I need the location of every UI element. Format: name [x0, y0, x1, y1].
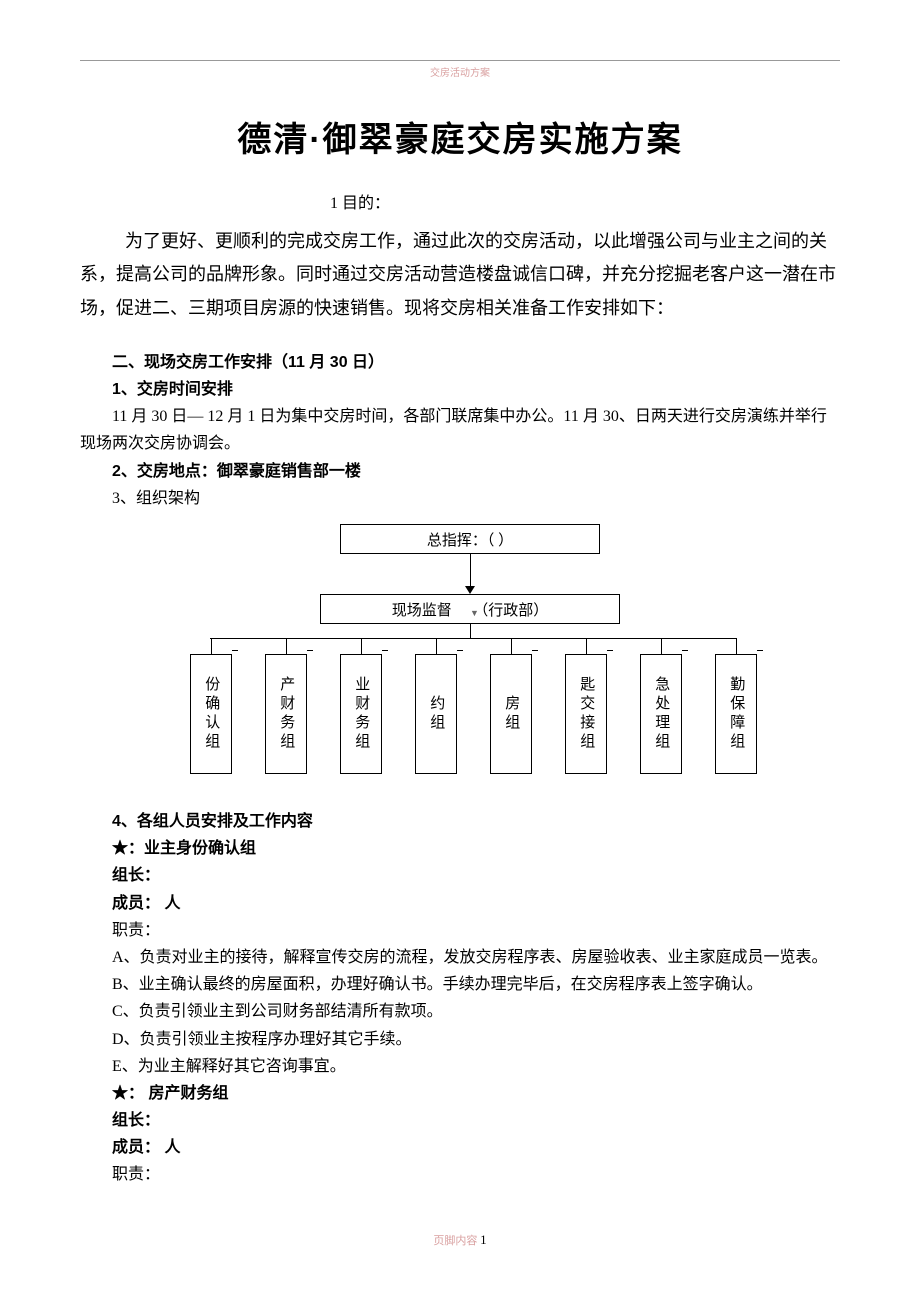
group1-b: B、业主确认最终的房屋面积，办理好确认书。手续办理完毕后，在交房程序表上签字确认… — [80, 971, 840, 998]
group1-c: C、负责引领业主到公司财务部结清所有款项。 — [80, 998, 840, 1025]
sec2-sub1: 1、交房时间安排 — [80, 376, 840, 403]
document-title: 德清·御翠豪庭交房实施方案 — [80, 112, 840, 170]
org-connector — [286, 638, 287, 654]
org-leaf-label: 业财务组 — [353, 676, 370, 752]
group2-leader: 组长： — [80, 1107, 840, 1134]
header-rule — [80, 60, 840, 61]
org-leaf-box: 业财务组 — [340, 654, 382, 774]
org-leaf-box: 约组 — [415, 654, 457, 774]
org-connector — [361, 638, 362, 654]
org-tick — [757, 650, 763, 651]
page-footer: 页脚内容 1 — [80, 1229, 840, 1251]
org-chart: 总指挥：（ ） 现场监督 （行政部） ▼ 份确认组 产财务组 业财务组 约组 房组 匙交接… — [150, 524, 770, 784]
org-leaf-label: 急处理组 — [653, 676, 670, 752]
group2-members: 成员： 人 — [80, 1134, 840, 1161]
org-leaf-box: 匙交接组 — [565, 654, 607, 774]
org-connector — [470, 554, 471, 588]
org-top-box: 总指挥：（ ） — [340, 524, 600, 554]
org-leaf-label: 约组 — [428, 695, 445, 733]
group1-a: A、负责对业主的接待，解释宣传交房的流程，发放交房程序表、房屋验收表、业主家庭成… — [80, 944, 840, 971]
org-bus-line — [210, 638, 736, 639]
sec2-sub3: 3、组织架构 — [80, 485, 840, 512]
sec2-heading: 二、现场交房工作安排（11 月 30 日） — [80, 349, 840, 376]
sec2-sub1-body: 11 月 30 日— 12 月 1 日为集中交房时间，各部门联席集中办公。11 … — [80, 403, 840, 457]
org-connector — [661, 638, 662, 654]
org-tick — [307, 650, 313, 651]
group2-duty: 职责： — [80, 1161, 840, 1188]
org-arrow-icon — [465, 586, 475, 594]
org-leaf-box: 产财务组 — [265, 654, 307, 774]
org-tick — [607, 650, 613, 651]
org-leaf-label: 勤保障组 — [728, 676, 745, 752]
sec2-sub2: 2、交房地点：御翠豪庭销售部一楼 — [80, 458, 840, 485]
org-tick — [382, 650, 388, 651]
org-tick — [682, 650, 688, 651]
org-connector — [436, 638, 437, 654]
org-mid-right: （行政部） — [473, 603, 548, 619]
header-label: 交房活动方案 — [80, 65, 840, 82]
footer-label: 页脚内容 — [433, 1235, 477, 1247]
org-connector — [211, 638, 212, 654]
sec4-heading: 4、各组人员安排及工作内容 — [80, 808, 840, 835]
org-leaf-box: 勤保障组 — [715, 654, 757, 774]
org-connector — [470, 624, 471, 638]
group1-duty: 职责： — [80, 917, 840, 944]
org-leaf-label: 份确认组 — [203, 676, 220, 752]
org-leaf-box: 急处理组 — [640, 654, 682, 774]
org-leaf-label: 产财务组 — [278, 676, 295, 752]
org-connector — [511, 638, 512, 654]
group1-d: D、负责引领业主按程序办理好其它手续。 — [80, 1026, 840, 1053]
group1-leader: 组长： — [80, 862, 840, 889]
org-connector — [736, 638, 737, 654]
org-tick — [532, 650, 538, 651]
org-leaf-label: 匙交接组 — [578, 676, 595, 752]
group1-e: E、为业主解释好其它咨询事宜。 — [80, 1053, 840, 1080]
org-leaf-box: 份确认组 — [190, 654, 232, 774]
org-mid-left: 现场监督 — [392, 603, 452, 619]
intro-paragraph: 为了更好、更顺利的完成交房工作，通过此次的交房活动，以此增强公司与业主之间的关系… — [80, 225, 840, 325]
org-leaf-box: 房组 — [490, 654, 532, 774]
org-leaf-label: 房组 — [503, 695, 520, 733]
group1-members: 成员： 人 — [80, 890, 840, 917]
org-tick — [457, 650, 463, 651]
group2-star: ★： 房产财务组 — [80, 1080, 840, 1107]
org-connector — [586, 638, 587, 654]
org-top-label: 总指挥：（ ） — [427, 533, 513, 549]
page-number: 1 — [480, 1232, 487, 1247]
org-tick — [232, 650, 238, 651]
purpose-heading: 1 目的： — [0, 190, 840, 217]
group1-star: ★：业主身份确认组 — [80, 835, 840, 862]
arrow-down-icon: ▼ — [470, 606, 479, 621]
